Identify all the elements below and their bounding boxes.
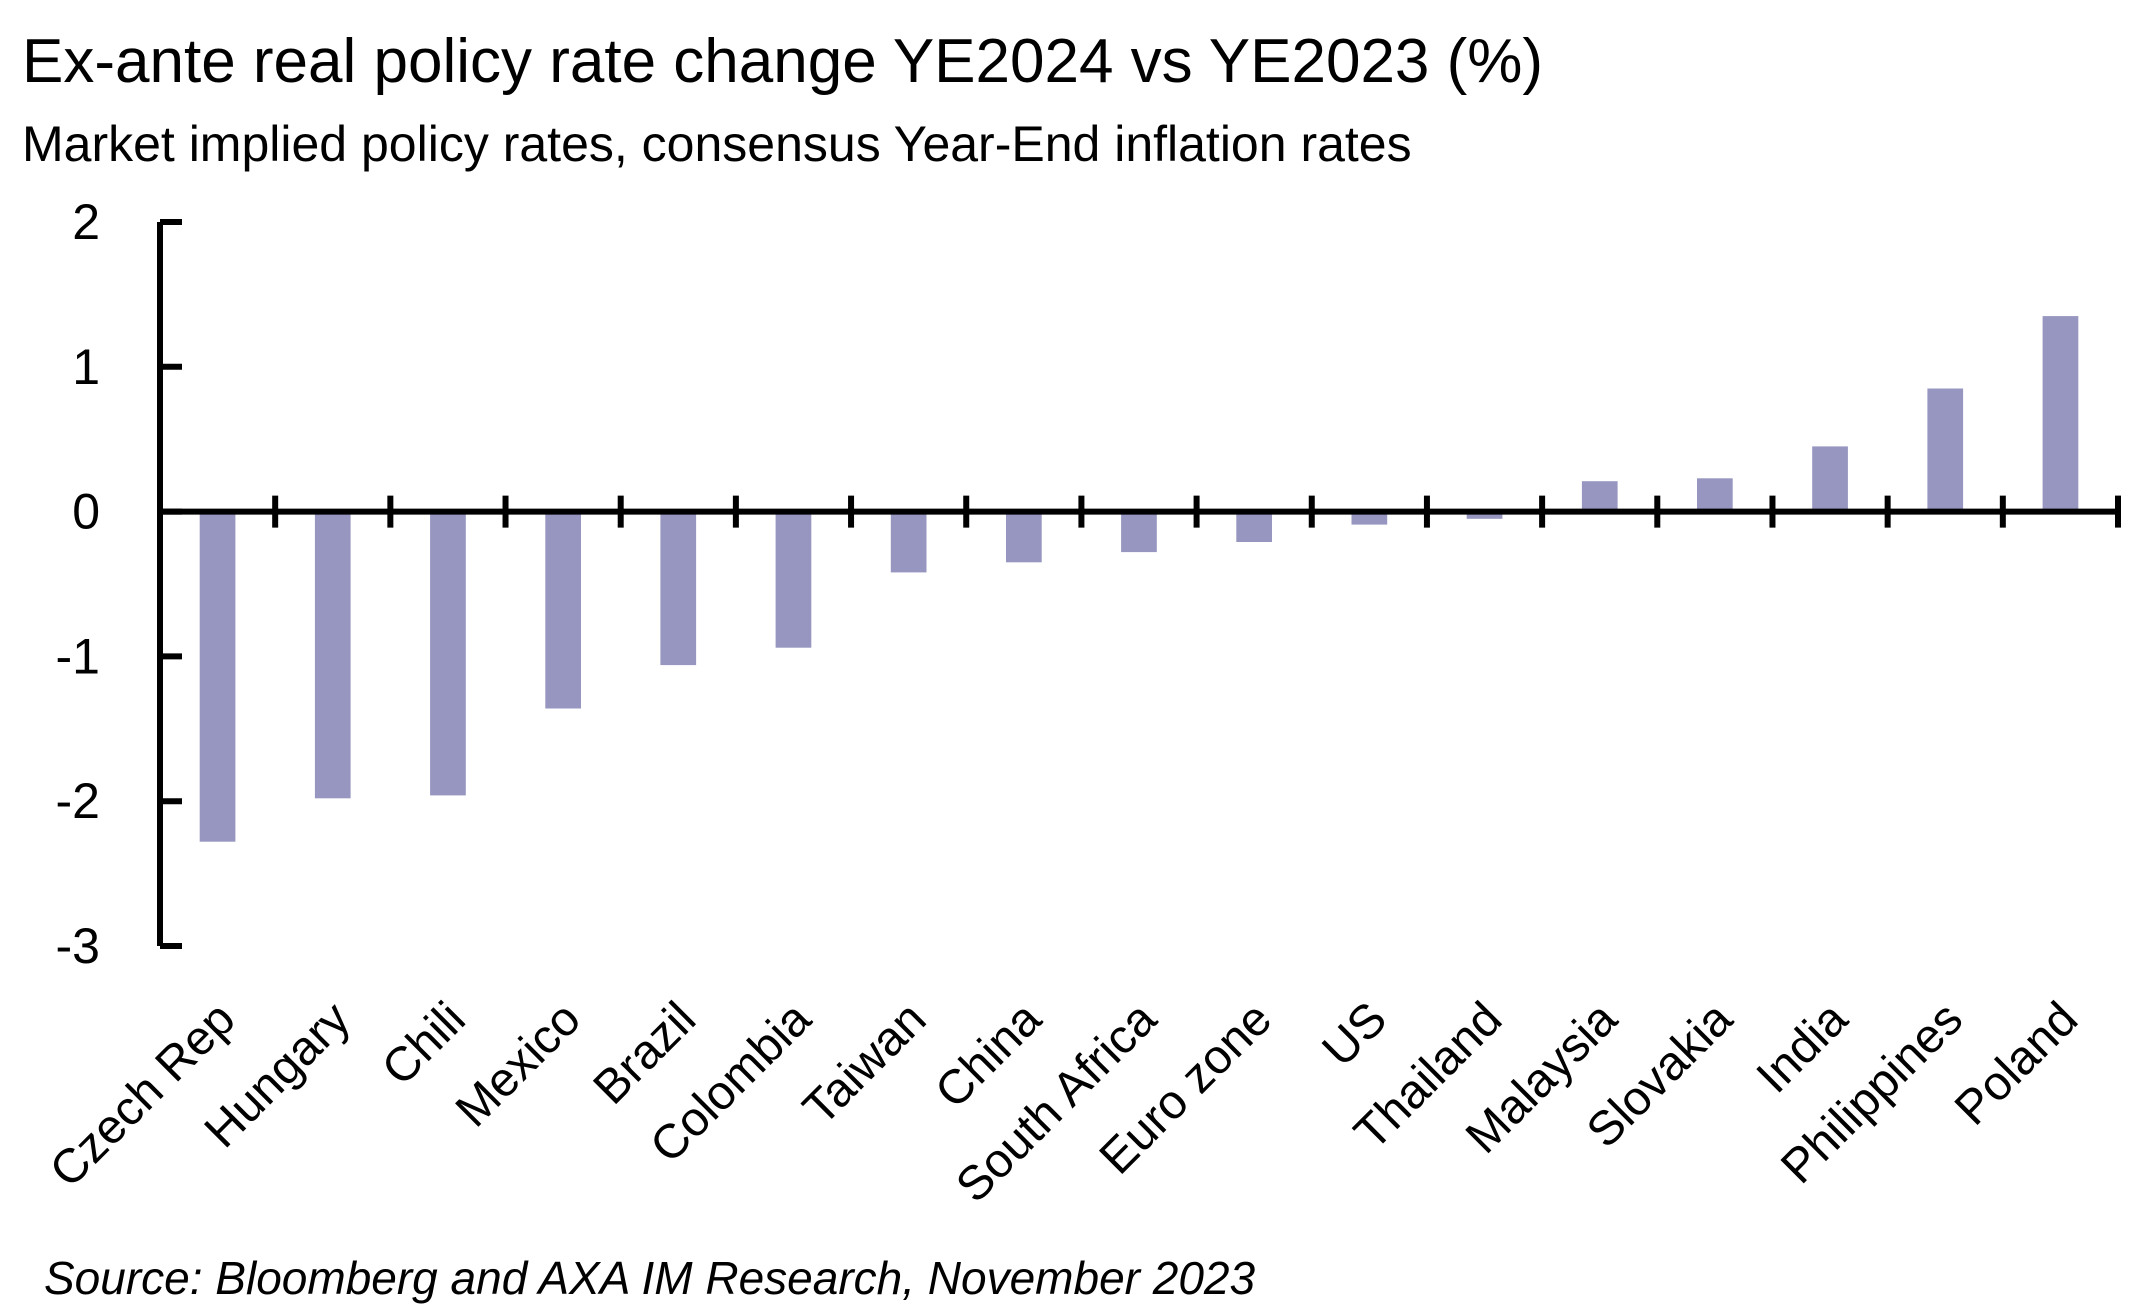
bar bbox=[1927, 388, 1964, 512]
y-tick-label: -3 bbox=[56, 918, 100, 974]
y-tick-label: 1 bbox=[72, 339, 100, 395]
bar bbox=[430, 511, 466, 796]
bar bbox=[1121, 511, 1157, 553]
bar bbox=[890, 511, 927, 573]
bar bbox=[1581, 481, 1618, 512]
bar bbox=[2042, 316, 2079, 512]
x-category-label: Czech Rep bbox=[40, 992, 245, 1197]
bar bbox=[1351, 511, 1388, 525]
chart-source: Source: Bloomberg and AXA IM Research, N… bbox=[44, 1252, 1256, 1304]
bar bbox=[1236, 511, 1272, 542]
bar bbox=[199, 511, 236, 842]
bar bbox=[1006, 511, 1042, 563]
x-category-label: Taiwan bbox=[793, 992, 936, 1135]
chart-subtitle: Market implied policy rates, consensus Y… bbox=[22, 116, 1412, 172]
bars-layer bbox=[199, 316, 2079, 842]
bar bbox=[1812, 446, 1848, 512]
bar bbox=[545, 511, 581, 709]
chart-title: Ex-ante real policy rate change YE2024 v… bbox=[22, 27, 1544, 96]
bar bbox=[1466, 511, 1503, 519]
bar bbox=[660, 511, 697, 666]
y-tick-label: 2 bbox=[72, 194, 100, 250]
x-category-label: Mexico bbox=[446, 992, 591, 1137]
bar bbox=[314, 511, 351, 799]
x-category-label: US bbox=[1313, 992, 1398, 1077]
x-category-label: Chili bbox=[372, 992, 475, 1095]
y-tick-label: -1 bbox=[56, 628, 100, 684]
y-tick-label: -2 bbox=[56, 773, 100, 829]
x-category-label: Poland bbox=[1945, 992, 2088, 1135]
bar bbox=[1697, 478, 1733, 512]
bar bbox=[775, 511, 812, 648]
axes-layer bbox=[157, 219, 2121, 949]
y-tick-label: 0 bbox=[72, 484, 100, 540]
